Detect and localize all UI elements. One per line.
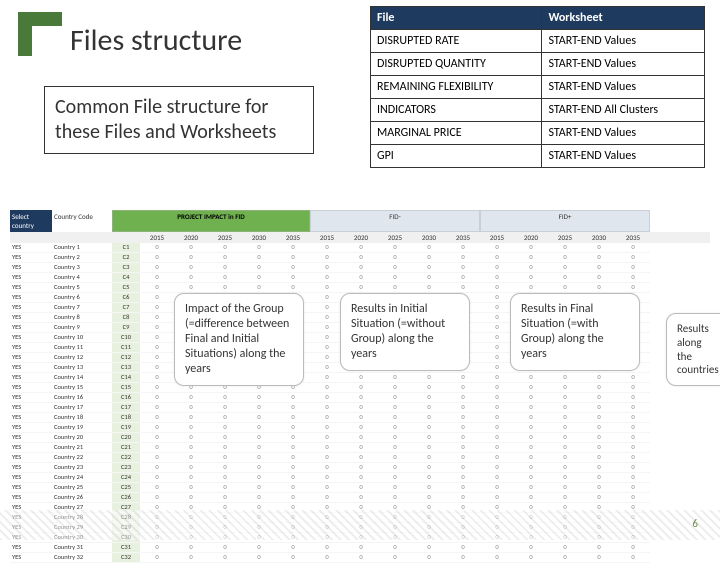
th-worksheet: Worksheet <box>542 7 705 30</box>
year-header: 2030 <box>582 232 616 243</box>
col-country-code: Country Code <box>52 210 112 232</box>
col-select: Select country <box>10 210 52 232</box>
table-row: YESCountry 17C17000000000000000 <box>10 403 710 413</box>
table-row: YESCountry 16C16000000000000000 <box>10 393 710 403</box>
page-number: 6 <box>692 517 698 530</box>
table-cell: START-END Values <box>542 30 705 53</box>
group-fid-plus: FID+ <box>480 210 650 232</box>
table-row: YESCountry 23C23000000000000000 <box>10 463 710 473</box>
year-header: 2015 <box>310 232 344 243</box>
table-cell: START-END Values <box>542 76 705 99</box>
year-header: 2035 <box>446 232 480 243</box>
table-row: YESCountry 21C21000000000000000 <box>10 443 710 453</box>
files-table: File Worksheet DISRUPTED RATESTART-END V… <box>370 6 705 168</box>
callout-initial: Results in Initial Situation (=without G… <box>340 293 470 371</box>
table-row: YESCountry 2C2000000000000000 <box>10 253 710 263</box>
year-header: 2020 <box>174 232 208 243</box>
page-title: Files structure <box>70 22 242 59</box>
year-header: 2030 <box>412 232 446 243</box>
year-header: 2025 <box>548 232 582 243</box>
callout-countries: Results along the countries <box>666 313 720 386</box>
table-cell: INDICATORS <box>371 99 542 122</box>
table-cell: DISRUPTED RATE <box>371 30 542 53</box>
table-row: YESCountry 14C14000000000000000 <box>10 373 710 383</box>
table-cell: START-END Values <box>542 53 705 76</box>
subtitle-box: Common File structure for these Files an… <box>44 86 314 154</box>
group-fid-minus: FID- <box>310 210 480 232</box>
year-header: 2025 <box>208 232 242 243</box>
table-row: YESCountry 3C3000000000000000 <box>10 263 710 273</box>
table-row: YESCountry 18C18000000000000000 <box>10 413 710 423</box>
year-header: 2020 <box>344 232 378 243</box>
table-row: YESCountry 4C4000000000000000 <box>10 273 710 283</box>
table-row: YESCountry 15C15000000000000000 <box>10 383 710 393</box>
year-header: 2035 <box>616 232 650 243</box>
table-cell: START-END Values <box>542 122 705 145</box>
table-cell: MARGINAL PRICE <box>371 122 542 145</box>
table-cell: START-END Values <box>542 145 705 168</box>
table-row: YESCountry 1C1000000000000000 <box>10 243 710 253</box>
table-row: YESCountry 20C20000000000000000 <box>10 433 710 443</box>
table-row: YESCountry 32C32000000000000000 <box>10 553 710 563</box>
table-row: YESCountry 24C24000000000000000 <box>10 473 710 483</box>
year-header: 2035 <box>276 232 310 243</box>
year-header: 2025 <box>378 232 412 243</box>
table-row: YESCountry 26C26000000000000000 <box>10 493 710 503</box>
callout-impact: Impact of the Group (=difference between… <box>174 293 304 386</box>
table-row: YESCountry 5C5000000000000000 <box>10 283 710 293</box>
logo <box>18 12 62 56</box>
table-row: YESCountry 19C19000000000000000 <box>10 423 710 433</box>
spreadsheet-preview: Select country Country Code PROJECT IMPA… <box>10 210 710 500</box>
table-row: YESCountry 22C22000000000000000 <box>10 453 710 463</box>
year-header: 2030 <box>242 232 276 243</box>
group-project-impact: PROJECT IMPACT in FID <box>112 210 310 232</box>
th-file: File <box>371 7 542 30</box>
table-cell: DISRUPTED QUANTITY <box>371 53 542 76</box>
table-row: YESCountry 25C25000000000000000 <box>10 483 710 493</box>
footer-hatch <box>0 510 720 540</box>
year-header: 2015 <box>140 232 174 243</box>
table-cell: REMAINING FLEXIBILITY <box>371 76 542 99</box>
year-header: 2020 <box>514 232 548 243</box>
table-cell: GPI <box>371 145 542 168</box>
year-header: 2015 <box>480 232 514 243</box>
table-row: YESCountry 31C31000000000000000 <box>10 543 710 553</box>
callout-final: Results in Final Situation (=with Group)… <box>510 293 640 371</box>
table-cell: START-END All Clusters <box>542 99 705 122</box>
